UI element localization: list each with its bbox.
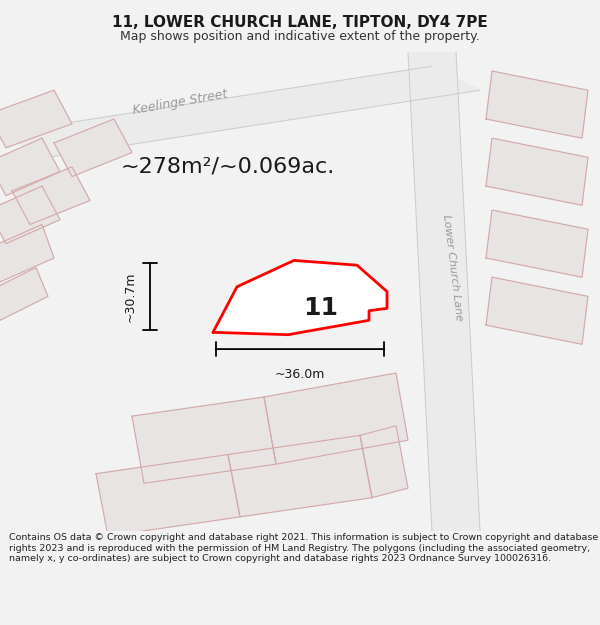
Polygon shape — [12, 167, 90, 224]
Polygon shape — [0, 268, 48, 321]
Text: ~278m²/~0.069ac.: ~278m²/~0.069ac. — [121, 157, 335, 177]
Text: Lower Church Lane: Lower Church Lane — [442, 214, 464, 321]
Text: 11, LOWER CHURCH LANE, TIPTON, DY4 7PE: 11, LOWER CHURCH LANE, TIPTON, DY4 7PE — [112, 14, 488, 29]
Text: ~36.0m: ~36.0m — [275, 368, 325, 381]
Polygon shape — [0, 66, 480, 158]
Text: Contains OS data © Crown copyright and database right 2021. This information is : Contains OS data © Crown copyright and d… — [9, 533, 598, 563]
Polygon shape — [486, 210, 588, 277]
Polygon shape — [486, 138, 588, 205]
Polygon shape — [408, 52, 480, 531]
Polygon shape — [486, 71, 588, 138]
Polygon shape — [132, 397, 276, 483]
Text: Keelinge Street: Keelinge Street — [131, 88, 229, 117]
Polygon shape — [486, 277, 588, 344]
Text: 11: 11 — [304, 296, 338, 321]
Polygon shape — [0, 138, 60, 196]
Text: ~30.7m: ~30.7m — [124, 271, 137, 322]
Polygon shape — [0, 90, 72, 148]
Polygon shape — [264, 373, 408, 464]
Polygon shape — [96, 454, 240, 536]
Polygon shape — [213, 261, 387, 335]
Polygon shape — [0, 186, 60, 244]
Polygon shape — [54, 119, 132, 176]
Polygon shape — [228, 436, 372, 517]
Text: Map shows position and indicative extent of the property.: Map shows position and indicative extent… — [120, 29, 480, 42]
Polygon shape — [360, 426, 408, 498]
Polygon shape — [0, 224, 54, 282]
